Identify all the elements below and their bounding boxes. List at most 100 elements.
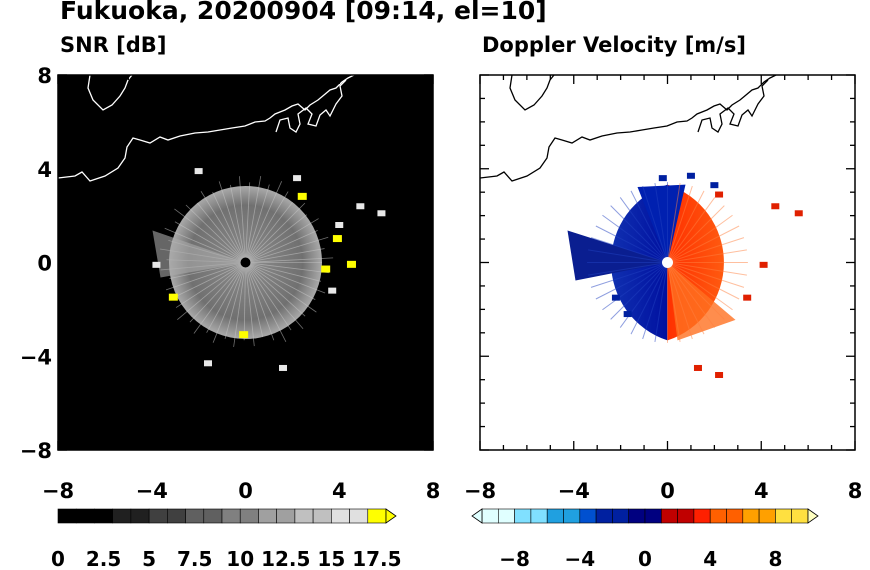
coastline — [58, 75, 355, 182]
snr-radial-ray — [245, 262, 287, 342]
doppler-radial-ray — [667, 262, 716, 328]
doppler-panel: −8 −4 0 4 8 — [464, 74, 863, 503]
snr-radial-ray — [224, 262, 246, 339]
snr-high-cell — [239, 331, 249, 339]
coastline — [87, 75, 133, 111]
snr-radial-ray — [245, 184, 270, 263]
snr-radial-ray — [245, 262, 264, 338]
snr-radial-ray — [245, 262, 317, 313]
colorbar-cell — [693, 508, 711, 524]
snr-radial-ray — [243, 262, 246, 341]
colorbar-cell — [258, 508, 277, 524]
colorbar-cell — [775, 508, 793, 524]
colorbar-cell — [595, 508, 613, 524]
snr-radial-ray — [175, 262, 246, 308]
snr-echo-cell — [194, 168, 203, 175]
doppler-radial-ray — [667, 262, 733, 311]
snr-radial-ray — [193, 262, 246, 334]
colorbar-extend-arrow — [471, 508, 483, 524]
snr-radial-ray — [164, 227, 246, 263]
snr-echo-cell — [377, 210, 386, 217]
snr-radial-ray — [245, 214, 308, 263]
doppler-colorbar: −8 −4 0 4 8 — [471, 508, 819, 570]
colorbar-cell — [644, 508, 662, 524]
colorbar-cell — [148, 508, 168, 524]
colorbar-tick-label: 5 — [142, 547, 156, 570]
x-tick-label: 4 — [332, 479, 347, 503]
doppler-radial-ray — [590, 262, 668, 288]
colorbar-cell — [514, 508, 532, 524]
doppler-panel-title: Doppler Velocity [m/s] — [482, 33, 746, 57]
snr-radial-ray — [245, 218, 319, 263]
doppler-radial-ray — [667, 262, 725, 320]
colorbar-extend-arrow — [807, 508, 819, 524]
doppler-neg-cell — [686, 172, 695, 179]
snr-radial-ray — [239, 176, 246, 263]
doppler-neg-cell — [710, 182, 719, 189]
snr-panel-title: SNR [dB] — [60, 33, 167, 57]
doppler-radial-ray — [610, 262, 668, 320]
colorbar-cell — [94, 508, 113, 524]
snr-radial-ray — [245, 262, 275, 341]
page-title: Fukuoka, 20200904 [09:14, el=10] — [60, 0, 547, 25]
colorbar-extend-arrow — [385, 508, 397, 524]
snr-echo-cell — [335, 222, 344, 228]
doppler-pos-cell — [693, 364, 702, 371]
snr-radial-ray — [212, 191, 246, 263]
colorbar-cell — [294, 508, 314, 524]
doppler-radial-ray — [667, 262, 745, 288]
y-tick-label: −4 — [20, 345, 52, 369]
snr-radial-ray — [245, 262, 292, 331]
doppler-pos-cell — [743, 294, 752, 301]
colorbar-tick-label: 8 — [768, 547, 782, 570]
colorbar-cell — [530, 508, 548, 524]
colorbar-cell — [167, 508, 186, 524]
x-tick-label: −4 — [558, 479, 590, 503]
snr-radial-ray — [206, 262, 246, 333]
doppler-pos-cell — [771, 203, 780, 210]
colorbar-cell — [57, 508, 77, 524]
doppler-radial-ray — [630, 190, 668, 263]
doppler-neg-cell — [658, 175, 667, 182]
colorbar-cell — [660, 508, 678, 524]
snr-high-cell — [332, 235, 342, 243]
colorbar-cell — [628, 508, 646, 524]
doppler-radial-ray — [667, 237, 745, 263]
doppler-radial-ray — [667, 262, 693, 340]
snr-radial-ray — [185, 204, 246, 263]
colorbar-cell — [367, 508, 387, 524]
x-tick-label: 0 — [238, 479, 253, 503]
snr-high-cell — [321, 265, 331, 273]
y-tick-label: 8 — [37, 64, 52, 88]
doppler-radial-ray — [654, 183, 668, 263]
x-tick-label: 4 — [754, 479, 769, 503]
y-tick-label: −8 — [20, 439, 52, 463]
colorbar-tick-label: −8 — [499, 547, 530, 570]
colorbar-cell — [563, 508, 581, 524]
colorbar-cell — [612, 508, 630, 524]
doppler-radial-ray — [667, 262, 681, 342]
colorbar-tick-label: 17.5 — [352, 547, 401, 570]
doppler-radial-ray — [667, 205, 725, 263]
x-tick-label: −4 — [136, 479, 168, 503]
colorbar-cell — [791, 508, 809, 524]
colorbar-tick-label: 12.5 — [261, 547, 310, 570]
x-tick-label: 8 — [848, 479, 863, 503]
doppler-radial-ray — [667, 214, 733, 263]
snr-radial-ray — [245, 230, 318, 263]
colorbar-cell — [758, 508, 776, 524]
snr-radial-ray — [176, 262, 246, 297]
snr-radial-ray — [245, 248, 325, 263]
snr-radial-ray — [245, 262, 326, 294]
colorbar-cell — [185, 508, 205, 524]
doppler-pos-cell — [759, 261, 768, 268]
snr-radial-ray — [245, 202, 306, 263]
doppler-radial-ray — [667, 262, 740, 300]
snr-radial-ray — [212, 262, 246, 343]
colorbar-cell — [497, 508, 515, 524]
doppler-radial-ray — [642, 185, 668, 263]
snr-radial-ray — [245, 176, 262, 263]
snr-echo-cell — [279, 364, 287, 371]
doppler-radial-ray — [602, 262, 668, 311]
doppler-radial-ray — [595, 225, 668, 263]
